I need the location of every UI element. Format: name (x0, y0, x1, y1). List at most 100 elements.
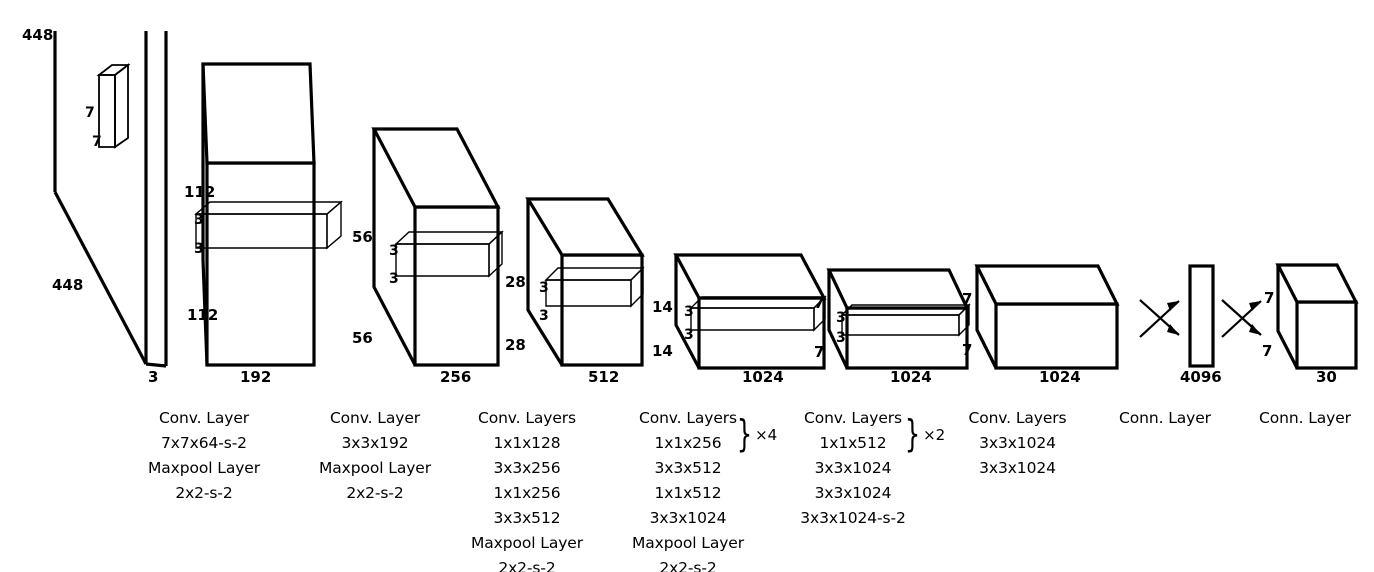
block512-kernel-side-face (630, 266, 644, 308)
caption-c4-l5: 3x3x1024 (649, 509, 727, 527)
caption-c3-l5: 3x3x512 (493, 509, 561, 527)
block512-front-face (560, 253, 644, 367)
block512-back-left-edge (526, 199, 564, 366)
block1024b-kernel-side-face (958, 303, 970, 337)
caption-c1-l4: 2x2-s-2 (175, 484, 233, 502)
arrowhead-down-right-1 (1167, 324, 1179, 335)
input-height-label: 448 (22, 26, 53, 44)
caption-column-6: Conv. Layers 3x3x1024 3x3x1024 (935, 406, 1100, 481)
block192-front-face (205, 161, 316, 367)
stage-block-256 (371, 127, 501, 367)
block1024a-top-face (673, 253, 827, 300)
caption-c1-l1: Conv. Layer (158, 409, 250, 427)
fc-cross-arrows-right (1221, 299, 1262, 338)
caption-c2-l4: 2x2-s-2 (346, 484, 404, 502)
stage-block-1024-b (826, 268, 970, 370)
input-slab-bottom-edge (145, 362, 167, 368)
repeat-marker-x2-group: } ×2 (903, 412, 946, 457)
repeat-marker-x4-group: } ×4 (735, 416, 777, 453)
block512-height-label: 28 (505, 273, 526, 291)
block192-top-face (201, 62, 316, 165)
block256-kernel-side-face (488, 230, 503, 278)
block1024a-channels-label: 1024 (742, 368, 784, 386)
block1024b-kernel-width-label: 3 (836, 330, 846, 346)
block1024a-height-label: 14 (652, 298, 673, 316)
block1024c-front-face (994, 302, 1119, 370)
block1024c-top-face (974, 264, 1120, 306)
block512-top-face (525, 197, 645, 257)
caption-column-3: Conv. Layers 1x1x128 3x3x256 1x1x256 3x3… (447, 406, 607, 572)
caption-column-4: Conv. Layers 1x1x256 3x3x512 1x1x512 3x3… (608, 406, 768, 572)
block1024a-kernel-side-face (813, 295, 826, 332)
block1024b-kernel-height-label: 3 (836, 310, 846, 326)
caption-c4-l2: 1x1x256 (654, 434, 722, 452)
block512-kernel-height-label: 3 (539, 280, 549, 296)
block256-kernel-cube (394, 230, 504, 278)
block256-kernel-width-label: 3 (389, 271, 399, 287)
block512-depth-label: 28 (505, 336, 526, 354)
block192-kernel-height-label: 3 (194, 212, 204, 228)
caption-c4-l4: 1x1x512 (654, 484, 722, 502)
block192-channels-label: 192 (240, 368, 271, 386)
block1024b-depth-label: 7 (814, 343, 824, 361)
block1024c-depth-label: 7 (962, 341, 972, 359)
block1024b-height-label: 7 (814, 294, 824, 312)
block192-back-left-edge (201, 64, 209, 366)
block192-kernel-cube (194, 200, 343, 250)
caption-c1-l2: 7x7x64-s-2 (161, 434, 247, 452)
block1024b-front-face (845, 306, 969, 370)
caption-c4-l3: 3x3x512 (654, 459, 722, 477)
caption-c5-l3: 3x3x1024 (814, 459, 892, 477)
block1024c-height-label: 7 (962, 290, 972, 308)
stage-fc-4096 (1188, 264, 1215, 368)
caption-c4-l6: Maxpool Layer (632, 534, 744, 552)
caption-column-2: Conv. Layer 3x3x192 Maxpool Layer 2x2-s-… (295, 406, 455, 506)
block512-channels-label: 512 (588, 368, 619, 386)
caption-c8-l1: Conn. Layer (1259, 409, 1351, 427)
fc-cross-arrows-left (1139, 299, 1180, 338)
brace-glyph-x2: } (904, 412, 921, 457)
block1024a-kernel-height-label: 3 (684, 304, 694, 320)
block1024a-back-left-edge (674, 255, 701, 369)
caption-c2-l3: Maxpool Layer (319, 459, 431, 477)
repeat-marker-x2: ×2 (923, 425, 946, 444)
caption-column-1: Conv. Layer 7x7x64-s-2 Maxpool Layer 2x2… (124, 406, 284, 506)
caption-column-5: Conv. Layers 1x1x512 3x3x1024 3x3x1024 3… (768, 406, 938, 531)
caption-column-7: Conn. Layer (1085, 406, 1245, 431)
stage-block-1024-a (673, 253, 827, 370)
caption-c3-l6: Maxpool Layer (471, 534, 583, 552)
block192-kernel-side-face (326, 200, 342, 250)
caption-c3-l4: 1x1x256 (493, 484, 561, 502)
block256-channels-label: 256 (440, 368, 471, 386)
fc4096-label: 4096 (1180, 368, 1222, 386)
input-channels-label: 3 (148, 368, 158, 386)
input-kernel-width-label: 7 (92, 134, 102, 150)
output30-height-label: 7 (1264, 289, 1274, 307)
input-kernel-top-face (96, 64, 131, 76)
stage-block-1024-c (974, 264, 1120, 370)
block1024b-channels-label: 1024 (890, 368, 932, 386)
input-kernel-side-face (114, 63, 129, 149)
block1024b-back-left-edge (827, 270, 849, 369)
block192-depth-label: 112 (187, 306, 218, 324)
block192-height-label: 112 (184, 183, 215, 201)
block192-kernel-width-label: 3 (194, 241, 204, 257)
caption-c5-l5: 3x3x1024-s-2 (800, 509, 906, 527)
input-kernel-cube (96, 63, 131, 149)
output30-depth-label: 7 (1262, 342, 1272, 360)
input-depth-edge (53, 191, 148, 365)
block256-back-left-edge (372, 129, 417, 366)
fc4096-rect (1188, 264, 1215, 368)
caption-c4-l1: Conv. Layers (638, 409, 738, 427)
block1024a-kernel-width-label: 3 (684, 327, 694, 343)
stage-block-512 (525, 197, 645, 367)
caption-c5-l1: Conv. Layers (803, 409, 903, 427)
caption-c2-l1: Conv. Layer (329, 409, 421, 427)
arrowhead-up-right-1 (1167, 301, 1179, 311)
caption-c3-l3: 3x3x256 (493, 459, 561, 477)
caption-c3-l2: 1x1x128 (493, 434, 561, 452)
caption-c6-l2: 3x3x1024 (979, 434, 1056, 452)
block1024b-kernel-cube (840, 303, 971, 337)
output30-channels-label: 30 (1316, 368, 1337, 386)
